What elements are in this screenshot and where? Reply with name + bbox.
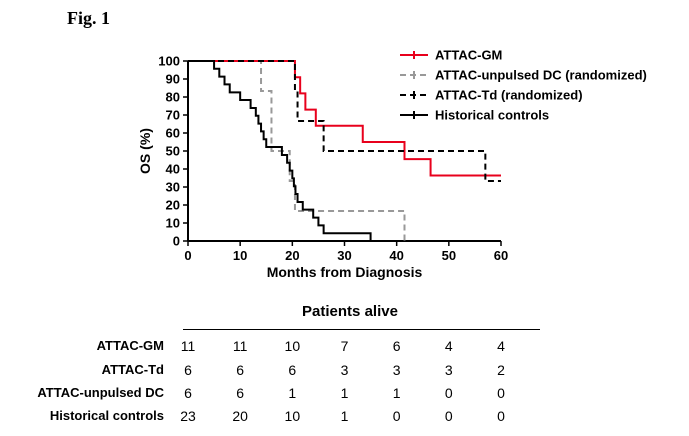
y-tick-label: 100 bbox=[158, 54, 180, 69]
table-row-label: ATTAC-unpulsed DC bbox=[37, 385, 164, 400]
curve-attac-unpulsed-dc-randomized bbox=[188, 60, 406, 241]
x-tick-label: 50 bbox=[442, 248, 456, 263]
legend-item-attac-unpulsed-dc-randomized: ATTAC-unpulsed DC (randomized) bbox=[400, 68, 647, 83]
y-tick-label: 10 bbox=[166, 216, 180, 231]
table-cell: 10 bbox=[284, 338, 301, 354]
table-cell: 6 bbox=[392, 338, 401, 354]
table-rule bbox=[183, 329, 540, 330]
table-cell: 6 bbox=[288, 362, 297, 378]
table-cell: 4 bbox=[444, 338, 453, 354]
y-tick-label: 90 bbox=[166, 72, 180, 87]
legend-label: ATTAC-unpulsed DC (randomized) bbox=[435, 68, 647, 83]
legend-item-historical-controls: Historical controls bbox=[400, 108, 549, 123]
survival-chart: 0 10 20 30 40 50 60 70 80 90 100 0 10 20 30 40 50 60 ATTA… bbox=[137, 48, 647, 281]
curve-attac-gm bbox=[188, 60, 501, 177]
chart-legend: ATTAC-GM ATTAC-unpulsed DC (randomized) AT… bbox=[400, 48, 647, 123]
table-cell: 11 bbox=[180, 338, 196, 354]
table-cell: 7 bbox=[340, 338, 349, 354]
y-tick-label: 40 bbox=[166, 162, 180, 177]
x-tick-label: 0 bbox=[184, 248, 191, 263]
table-cell: 1 bbox=[340, 408, 349, 424]
table-cell: 6 bbox=[184, 362, 192, 378]
x-tick-label: 30 bbox=[337, 248, 351, 263]
legend-label: Historical controls bbox=[435, 108, 549, 123]
legend-label: ATTAC-GM bbox=[435, 48, 502, 63]
table-cell: 6 bbox=[236, 362, 245, 378]
table-cell: 1 bbox=[392, 385, 401, 401]
table-cell: 1 bbox=[288, 385, 297, 401]
table-cell: 2 bbox=[497, 362, 505, 378]
legend-item-attac-gm: ATTAC-GM bbox=[400, 48, 502, 63]
table-title: Patients alive bbox=[302, 303, 398, 320]
survival-curves bbox=[188, 60, 501, 241]
table-cell: 0 bbox=[497, 408, 505, 424]
table-cell: 10 bbox=[284, 408, 301, 424]
x-tick-label: 20 bbox=[285, 248, 299, 263]
x-tick-label: 60 bbox=[494, 248, 508, 263]
table-cell: 0 bbox=[444, 385, 453, 401]
table-row-label: ATTAC-Td bbox=[101, 362, 164, 377]
y-tick-label: 0 bbox=[173, 234, 180, 249]
table-cell: 6 bbox=[236, 385, 245, 401]
legend-label: ATTAC-Td (randomized) bbox=[435, 88, 583, 103]
x-tick-label: 40 bbox=[389, 248, 403, 263]
y-tick-label: 80 bbox=[166, 90, 180, 105]
figure-label: Fig. 1 bbox=[67, 8, 110, 28]
table-cell: 3 bbox=[340, 362, 349, 378]
table-cell: 1 bbox=[340, 385, 349, 401]
table-cell: 6 bbox=[184, 385, 192, 401]
x-tick-label: 10 bbox=[233, 248, 247, 263]
table-cell: 0 bbox=[392, 408, 401, 424]
y-axis-title: OS (%) bbox=[137, 128, 153, 174]
table-cell: 3 bbox=[392, 362, 401, 378]
legend-item-attac-td-randomized: ATTAC-Td (randomized) bbox=[400, 88, 583, 103]
y-tick-label: 50 bbox=[166, 144, 180, 159]
curve-historical-controls bbox=[188, 60, 372, 241]
table-cell: 0 bbox=[444, 408, 453, 424]
table-row-label: Historical controls bbox=[49, 408, 164, 423]
y-tick-label: 20 bbox=[166, 198, 180, 213]
chart-ticks: 0 10 20 30 40 50 60 70 80 90 100 0 10 20 30 40 50 60 bbox=[158, 54, 508, 264]
y-tick-label: 60 bbox=[166, 126, 180, 141]
table-cell: 0 bbox=[497, 385, 505, 401]
y-tick-label: 70 bbox=[166, 108, 180, 123]
table-cell: 11 bbox=[232, 338, 248, 354]
table-cell: 20 bbox=[232, 408, 248, 424]
x-axis-title: Months from Diagnosis bbox=[267, 264, 423, 280]
table-row-label: ATTAC-GM bbox=[96, 338, 164, 353]
table-cell: 3 bbox=[444, 362, 453, 378]
table-cell: 23 bbox=[180, 408, 196, 424]
curve-attac-td-randomized bbox=[188, 60, 501, 183]
table-cell: 4 bbox=[497, 338, 505, 354]
y-tick-label: 30 bbox=[166, 180, 180, 195]
